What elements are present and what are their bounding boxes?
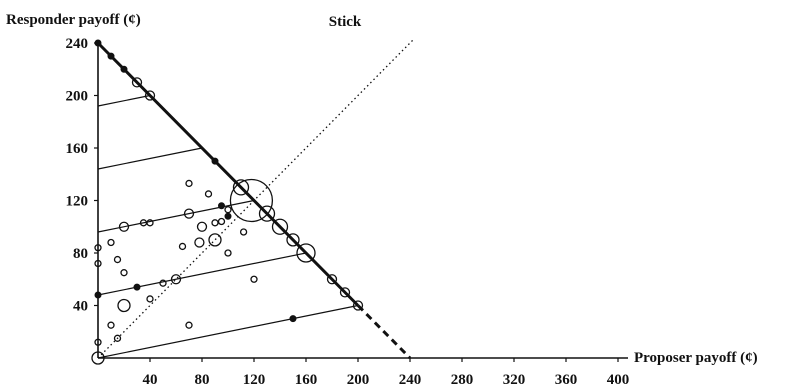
open-point [326, 274, 338, 285]
filled-point [218, 202, 225, 210]
frontier-solid-line [96, 41, 360, 307]
budget-line [97, 147, 203, 170]
budget-line [97, 252, 307, 296]
open-point [250, 275, 258, 283]
x-tick-label: 80 [195, 372, 210, 388]
x-tick-label: 200 [347, 372, 370, 388]
open-point [296, 243, 316, 263]
open-point [185, 321, 193, 329]
open-point [224, 249, 232, 257]
filled-point [211, 157, 219, 165]
y-axis-label: Responder payoff (¢) [6, 12, 141, 28]
open-point [118, 221, 130, 232]
x-tick-label: 360 [555, 372, 578, 388]
open-point [146, 219, 154, 227]
open-point [107, 321, 115, 329]
open-point [131, 77, 143, 88]
open-point [146, 295, 154, 303]
open-point [178, 242, 187, 251]
open-point [159, 279, 167, 287]
filled-point [107, 52, 115, 60]
y-tick-label: 200 [66, 89, 89, 105]
guide-lines [96, 38, 415, 360]
filled-point [94, 291, 102, 299]
x-tick-label: 320 [503, 372, 526, 388]
open-point [94, 259, 102, 268]
budget-line [97, 94, 151, 107]
filled-point [94, 39, 102, 47]
open-point [208, 233, 222, 247]
open-point [94, 338, 102, 346]
axis-labels: Responder payoff (¢) Proposer payoff (¢)… [6, 12, 758, 388]
open-point [258, 205, 276, 222]
x-tick-label: 160 [295, 372, 318, 388]
open-point [170, 274, 182, 285]
x-axis-label: Proposer payoff (¢) [634, 350, 758, 366]
open-point [107, 238, 115, 247]
x-tick-label: 120 [243, 372, 266, 388]
open-point [183, 208, 195, 219]
open-point [339, 287, 351, 298]
x-tick-label: 400 [607, 372, 630, 388]
filled-point [133, 283, 141, 291]
open-point [232, 179, 250, 196]
diagonal-dotted-line [97, 38, 415, 359]
y-tick-label: 240 [66, 36, 89, 52]
open-point [229, 178, 274, 223]
open-point [352, 300, 364, 311]
open-point [120, 269, 128, 277]
open-point [211, 219, 219, 227]
filled-point [289, 315, 297, 323]
open-point [286, 233, 300, 247]
y-tick-label: 80 [73, 246, 88, 262]
open-point [239, 228, 248, 236]
budget-line [97, 199, 255, 233]
open-point [94, 244, 102, 252]
x-tick-label: 40 [143, 372, 158, 388]
open-point [204, 190, 213, 198]
open-point [196, 221, 208, 232]
x-tick-label: 240 [399, 372, 422, 388]
annotation-label: Stick [329, 14, 362, 30]
open-point [144, 90, 156, 101]
open-point [185, 179, 193, 188]
axes-frame [94, 42, 628, 362]
filled-point [224, 212, 232, 220]
open-point [91, 351, 105, 365]
open-point [224, 206, 232, 214]
open-point [217, 217, 226, 226]
open-point [194, 237, 205, 248]
data-points [91, 39, 364, 365]
filled-point [120, 65, 128, 73]
open-point [113, 255, 122, 264]
open-point [113, 334, 122, 342]
open-point [117, 298, 131, 313]
frontier-dashed-line [356, 304, 412, 360]
budget-line [97, 304, 359, 359]
y-tick-label: 160 [66, 141, 89, 157]
y-tick-label: 40 [73, 299, 88, 315]
y-tick-label: 120 [66, 194, 89, 210]
x-tick-label: 280 [451, 372, 474, 388]
open-point [271, 218, 289, 235]
